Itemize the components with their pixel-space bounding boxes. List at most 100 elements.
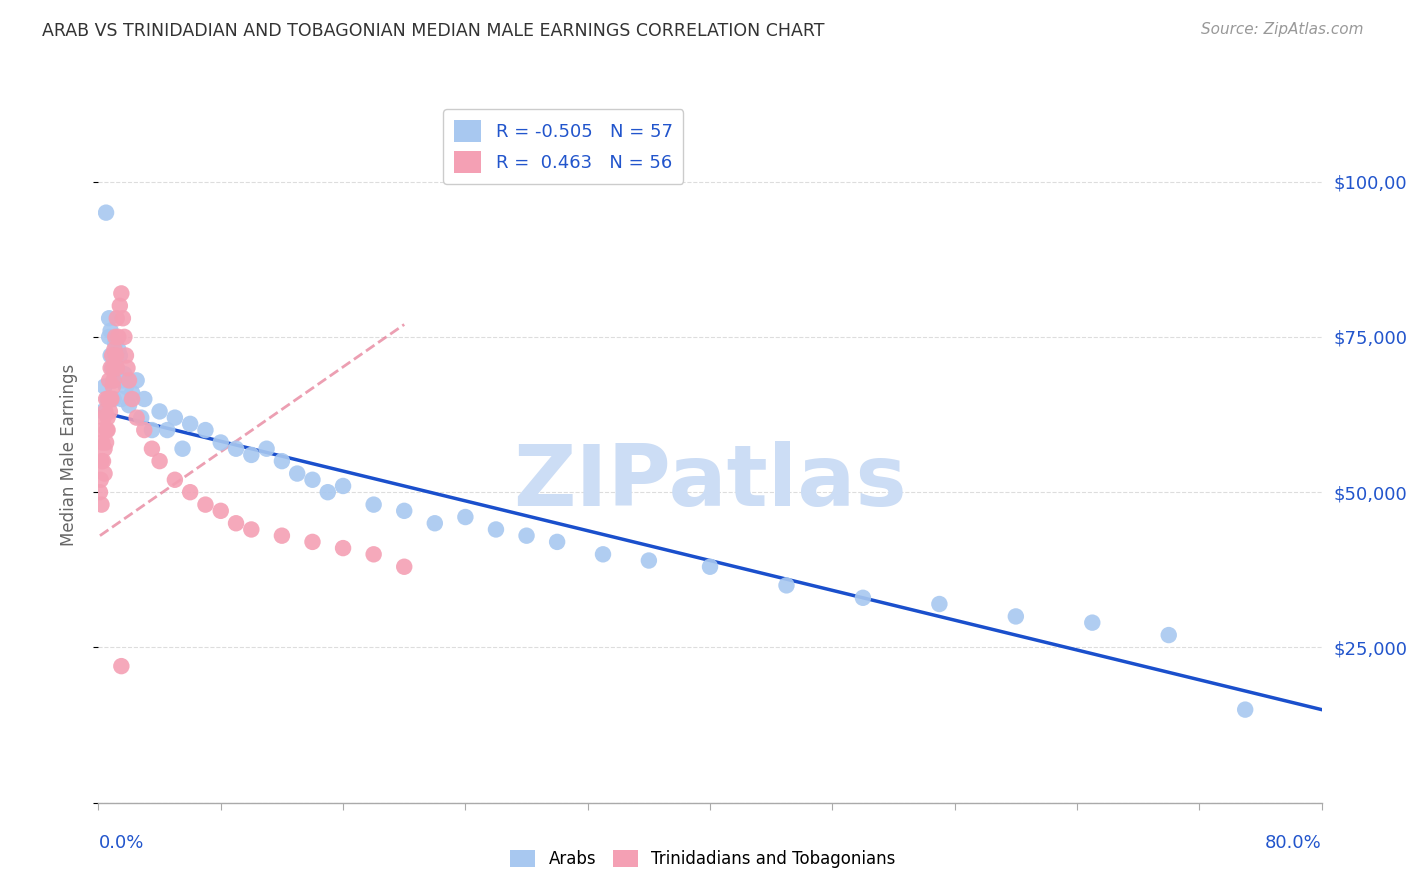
Point bbox=[91, 423, 114, 437]
Point bbox=[592, 547, 614, 561]
Point bbox=[194, 423, 217, 437]
Point bbox=[105, 360, 128, 375]
Point bbox=[100, 349, 122, 363]
Point bbox=[111, 311, 134, 326]
Point bbox=[775, 578, 797, 592]
Point bbox=[363, 498, 385, 512]
Point bbox=[699, 559, 721, 574]
Point bbox=[546, 534, 568, 549]
Point bbox=[928, 597, 950, 611]
Point bbox=[316, 485, 339, 500]
Point bbox=[301, 473, 323, 487]
Point bbox=[97, 410, 120, 425]
Point bbox=[112, 330, 135, 344]
Point bbox=[172, 442, 194, 456]
Point bbox=[392, 559, 416, 574]
Point bbox=[638, 553, 661, 567]
Point bbox=[118, 398, 141, 412]
Point bbox=[94, 404, 117, 418]
Point bbox=[104, 330, 127, 344]
Point bbox=[125, 410, 148, 425]
Point bbox=[392, 504, 416, 518]
Point bbox=[194, 498, 217, 512]
Point bbox=[134, 423, 156, 437]
Point bbox=[454, 510, 477, 524]
Text: 0.0%: 0.0% bbox=[98, 834, 143, 852]
Point bbox=[256, 442, 278, 456]
Point bbox=[332, 541, 354, 555]
Point bbox=[100, 324, 122, 338]
Point bbox=[93, 410, 115, 425]
Point bbox=[98, 330, 121, 344]
Point bbox=[93, 442, 115, 456]
Point bbox=[141, 442, 163, 456]
Point bbox=[852, 591, 875, 605]
Point bbox=[94, 205, 117, 219]
Point bbox=[96, 423, 118, 437]
Point bbox=[98, 311, 121, 326]
Point bbox=[163, 473, 186, 487]
Point bbox=[110, 286, 132, 301]
Point bbox=[101, 379, 124, 393]
Point bbox=[118, 373, 141, 387]
Point bbox=[107, 343, 129, 357]
Point bbox=[94, 435, 117, 450]
Point bbox=[141, 423, 163, 437]
Point bbox=[101, 349, 124, 363]
Point bbox=[363, 547, 385, 561]
Point bbox=[89, 485, 111, 500]
Point bbox=[110, 659, 132, 673]
Point bbox=[107, 330, 129, 344]
Point bbox=[108, 349, 131, 363]
Point bbox=[115, 349, 138, 363]
Point bbox=[225, 442, 247, 456]
Point bbox=[129, 410, 152, 425]
Point bbox=[516, 529, 538, 543]
Point bbox=[149, 454, 172, 468]
Point bbox=[179, 417, 201, 431]
Point bbox=[105, 360, 128, 375]
Point bbox=[270, 454, 294, 468]
Text: ZIPatlas: ZIPatlas bbox=[513, 442, 907, 524]
Point bbox=[240, 448, 263, 462]
Point bbox=[121, 385, 143, 400]
Point bbox=[100, 392, 122, 406]
Point bbox=[111, 373, 134, 387]
Point bbox=[97, 392, 120, 406]
Point bbox=[1157, 628, 1180, 642]
Point bbox=[103, 392, 125, 406]
Point bbox=[1081, 615, 1104, 630]
Point bbox=[101, 360, 124, 375]
Text: 80.0%: 80.0% bbox=[1265, 834, 1322, 852]
Point bbox=[98, 404, 121, 418]
Point bbox=[93, 467, 115, 481]
Point bbox=[90, 473, 112, 487]
Point bbox=[225, 516, 247, 531]
Point bbox=[91, 435, 114, 450]
Point bbox=[179, 485, 201, 500]
Point bbox=[134, 392, 156, 406]
Point bbox=[103, 373, 125, 387]
Point bbox=[91, 454, 114, 468]
Point bbox=[98, 373, 121, 387]
Y-axis label: Median Male Earnings: Median Male Earnings bbox=[59, 364, 77, 546]
Point bbox=[103, 343, 125, 357]
Point bbox=[112, 367, 135, 381]
Point bbox=[240, 523, 263, 537]
Point bbox=[97, 392, 120, 406]
Point bbox=[90, 498, 112, 512]
Text: Source: ZipAtlas.com: Source: ZipAtlas.com bbox=[1201, 22, 1364, 37]
Point bbox=[149, 404, 172, 418]
Point bbox=[91, 404, 114, 418]
Point bbox=[103, 373, 125, 387]
Point bbox=[115, 379, 138, 393]
Point bbox=[105, 349, 128, 363]
Point bbox=[156, 423, 179, 437]
Point bbox=[97, 423, 120, 437]
Point bbox=[301, 534, 323, 549]
Point bbox=[100, 360, 122, 375]
Point bbox=[209, 435, 232, 450]
Point bbox=[423, 516, 446, 531]
Point bbox=[1234, 703, 1257, 717]
Legend: Arabs, Trinidadians and Tobagonians: Arabs, Trinidadians and Tobagonians bbox=[503, 843, 903, 875]
